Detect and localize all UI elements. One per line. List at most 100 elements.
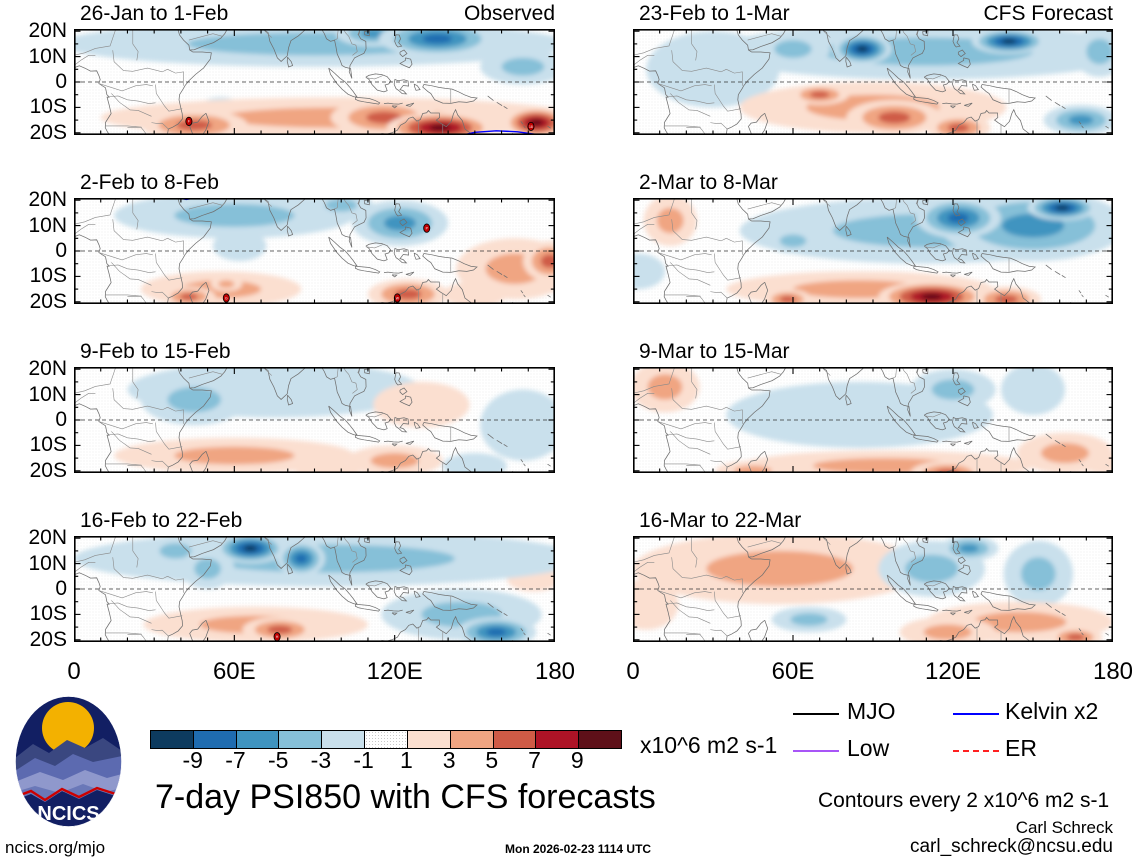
anomaly-contour-band xyxy=(706,550,853,587)
tropical-cyclone-label: F xyxy=(188,120,190,124)
y-tick-label-1-3: 10S xyxy=(29,264,67,288)
coastlines xyxy=(74,536,551,642)
contour-interval-note: Contours every 2 x10^6 m2 s-1 xyxy=(818,789,1110,812)
anomaly-contour-band xyxy=(922,464,973,473)
y-tick-label-0-4: 20S xyxy=(29,120,67,144)
anomaly-contour-band xyxy=(931,379,975,400)
anomaly-contour-band xyxy=(267,625,293,634)
y-tick-label-1-0: 20N xyxy=(28,188,67,212)
anomaly-contour-band xyxy=(366,111,402,124)
y-tick-label-3-1: 10N xyxy=(28,551,67,575)
colorbar-label-3: -3 xyxy=(310,747,332,773)
tropical-cyclone-marker: G xyxy=(222,293,230,303)
anomaly-contour-band xyxy=(174,204,295,227)
legend-swatch-0 xyxy=(793,713,839,715)
country-borders xyxy=(633,198,1010,304)
colorbar-label-5: 1 xyxy=(399,747,413,773)
anomaly-contour-band xyxy=(973,611,1067,633)
anomaly-contour-band xyxy=(779,295,796,303)
panel-title-1: 2-Feb to 8-Feb xyxy=(80,171,219,194)
colorbar-segment-4 xyxy=(321,731,365,748)
y-tick-label-2-3: 10S xyxy=(29,433,67,457)
colorbar-segment-9 xyxy=(535,731,579,748)
anomaly-contour-band xyxy=(176,120,213,131)
y-tick-label-1-4: 20S xyxy=(29,289,67,313)
legend-label-0: MJO xyxy=(847,698,896,724)
panel-frame xyxy=(74,536,555,642)
legend-swatch-3 xyxy=(953,750,999,752)
panel-title-6: 9-Mar to 15-Mar xyxy=(639,340,790,363)
anomaly-contour-band xyxy=(422,34,453,44)
y-tick-label-2-2: 0 xyxy=(55,408,67,431)
anomaly-contour-band xyxy=(994,295,1018,304)
anomaly-contour-band xyxy=(923,624,972,640)
anomaly-contour-band xyxy=(1021,557,1056,591)
colorbar-segment-1 xyxy=(192,731,236,748)
anomaly-contour-band xyxy=(1068,115,1094,126)
anomaly-shading xyxy=(633,367,1113,473)
colorbar-segment-5 xyxy=(364,731,407,748)
anomaly-contour-band xyxy=(633,578,679,630)
panel-title-5: 2-Mar to 8-Mar xyxy=(639,171,778,194)
anomaly-contour-band xyxy=(243,545,258,552)
logo-wordmark: NCICS xyxy=(37,803,99,825)
y-tick-label-3-0: 20N xyxy=(28,526,67,550)
map-panel-7 xyxy=(633,536,1113,642)
x-tick-label-0-2: 120E xyxy=(366,658,423,685)
x-tick-label-1-2: 120E xyxy=(924,658,982,685)
anomaly-contour-band xyxy=(174,446,295,465)
tropical-cyclone-marker: F xyxy=(185,116,193,126)
anomaly-contour-band xyxy=(905,554,959,583)
panel-title-4: 23-Feb to 1-Mar xyxy=(639,2,790,25)
map-panel-1: P G W xyxy=(74,198,555,304)
panel-title-3: 16-Feb to 22-Feb xyxy=(80,509,243,532)
wave-contour-kelvin-x2 xyxy=(459,130,545,135)
anomaly-shading xyxy=(114,198,555,304)
panel-frame xyxy=(74,367,555,473)
anomaly-contour-band xyxy=(959,544,979,553)
x-tick-label-0-0: 0 xyxy=(67,658,81,685)
colorbar-segment-10 xyxy=(578,731,621,748)
panel-frame xyxy=(633,198,1113,304)
panel-frame xyxy=(74,29,555,135)
anomaly-contour-band xyxy=(921,293,943,300)
x-tick-label-0-1: 60E xyxy=(212,658,256,685)
tropical-cyclone-label: 18 xyxy=(529,125,533,129)
anomaly-contour-band xyxy=(212,230,267,262)
panel-title-0: 26-Jan to 1-Feb xyxy=(80,2,229,25)
y-tick-label-0-3: 10S xyxy=(29,95,67,119)
colorbar-unit-label: x10^6 m2 s-1 xyxy=(640,732,778,758)
anomaly-contour-band xyxy=(295,554,308,563)
colorbar-segment-0 xyxy=(151,731,193,748)
coastlines xyxy=(633,536,1109,642)
tropical-cyclone-label: W xyxy=(396,296,400,300)
anomaly-contour-band xyxy=(1001,213,1065,238)
coastlines xyxy=(633,198,1109,304)
colorbar-label-9: 9 xyxy=(570,747,584,773)
anomaly-contour-band xyxy=(370,453,419,469)
logo-outline xyxy=(15,696,122,827)
anomaly-contour-band xyxy=(774,40,812,58)
y-tick-label-1-1: 10N xyxy=(28,213,67,237)
anomaly-contour-band xyxy=(442,453,507,473)
tropical-cyclone-marker: W xyxy=(393,293,401,303)
x-tick-label-1-3: 180 xyxy=(1092,658,1134,685)
anomaly-contour-band xyxy=(1086,38,1113,65)
tropical-cyclone-label: H xyxy=(276,635,279,639)
anomaly-contour-band xyxy=(480,389,555,461)
anomaly-contour-band xyxy=(1041,442,1089,464)
anomaly-contour-band xyxy=(809,91,830,99)
coastlines xyxy=(633,367,1109,473)
run-timestamp: Mon 2026-02-23 1114 UTC xyxy=(505,842,652,856)
anomaly-contour-band xyxy=(394,289,422,300)
anomaly-contour-band xyxy=(373,381,470,428)
anomaly-shading xyxy=(74,536,555,642)
coastlines xyxy=(74,367,551,473)
tropical-cyclone-marker: P xyxy=(423,223,431,233)
y-tick-label-2-1: 10N xyxy=(28,382,67,406)
map-panel-6 xyxy=(633,367,1113,473)
y-tick-label-3-2: 0 xyxy=(55,577,67,600)
y-tick-label-0-2: 0 xyxy=(55,70,67,93)
legend-label-2: Low xyxy=(847,735,890,761)
panel-title-2: 9-Feb to 15-Feb xyxy=(80,340,231,363)
